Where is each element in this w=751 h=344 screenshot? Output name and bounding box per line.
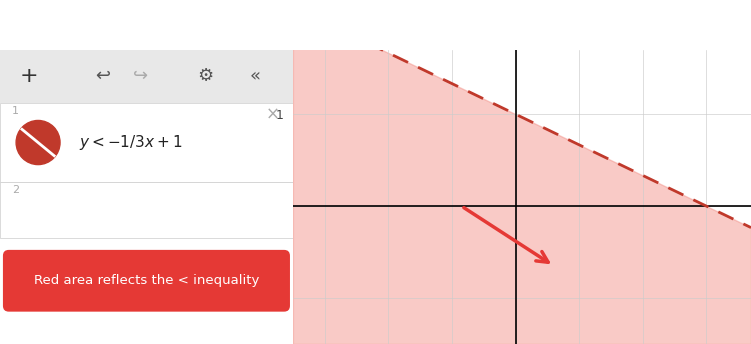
Text: 1: 1 (12, 106, 19, 116)
Text: ×: × (265, 106, 279, 124)
Text: ⚙: ⚙ (197, 67, 213, 85)
Text: ↪: ↪ (133, 67, 148, 85)
Text: Red area reflects the < inequality: Red area reflects the < inequality (34, 274, 259, 287)
FancyBboxPatch shape (0, 182, 293, 238)
Text: +: + (20, 66, 38, 86)
Text: ↩: ↩ (95, 67, 110, 85)
Text: $y < -1/3x + 1$: $y < -1/3x + 1$ (79, 133, 182, 152)
Text: desmos: desmos (451, 9, 566, 41)
Text: ☰  Untitled Graph: ☰ Untitled Graph (23, 18, 158, 32)
FancyBboxPatch shape (0, 103, 293, 182)
Circle shape (16, 120, 60, 164)
Text: 2: 2 (12, 185, 19, 195)
FancyBboxPatch shape (3, 250, 290, 312)
FancyBboxPatch shape (0, 50, 293, 103)
Text: «: « (249, 67, 261, 85)
